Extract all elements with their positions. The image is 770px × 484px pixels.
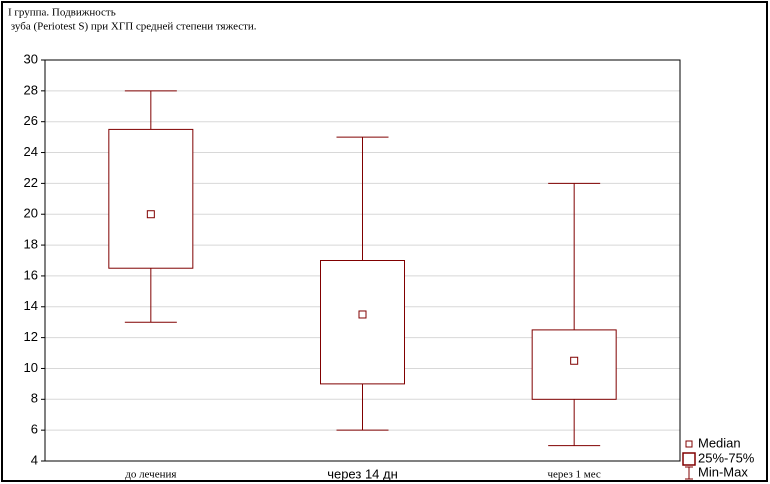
y-tick-label: 18 (24, 237, 38, 252)
y-tick-label: 22 (24, 175, 38, 190)
x-tick-label: через 14 дн (327, 466, 398, 481)
y-tick-label: 30 (24, 51, 38, 66)
y-tick-label: 4 (31, 452, 38, 467)
y-tick-label: 14 (24, 298, 38, 313)
x-tick-label: до лечения (125, 469, 176, 481)
y-tick-label: 20 (24, 206, 38, 221)
y-tick-label: 26 (24, 113, 38, 128)
box (108, 128, 194, 269)
legend-label: 25%-75% (698, 450, 755, 465)
x-tick-label: через 1 мес (548, 469, 601, 481)
y-tick-label: 24 (24, 144, 38, 159)
median-marker (358, 310, 367, 319)
chart-title: зуба (Periotest S) при ХГП средней степе… (8, 21, 257, 33)
median-marker (146, 210, 155, 219)
chart-title: I группа. Подвижность (8, 7, 116, 19)
y-tick-label: 10 (24, 360, 38, 375)
median-marker (570, 356, 579, 365)
y-tick-label: 12 (24, 329, 38, 344)
y-tick-label: 6 (31, 422, 38, 437)
plot-frame (44, 59, 681, 462)
y-tick-label: 16 (24, 267, 38, 282)
y-tick-label: 28 (24, 82, 38, 97)
legend-box-icon (682, 452, 696, 466)
y-tick-label: 8 (31, 391, 38, 406)
box (320, 260, 405, 385)
legend-median-icon (685, 440, 693, 448)
legend-label: Median (698, 435, 741, 450)
legend-label: Min-Max (698, 464, 748, 479)
